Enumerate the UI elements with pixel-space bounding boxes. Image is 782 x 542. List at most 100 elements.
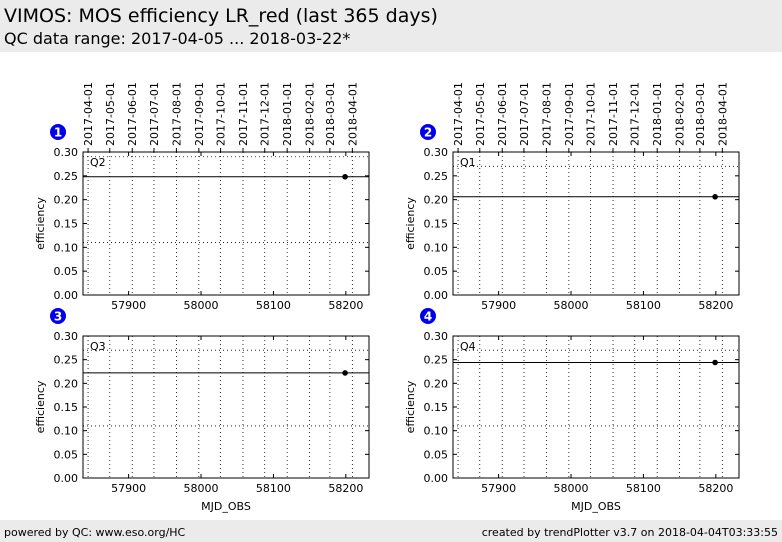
y-tick-label: 0.25 xyxy=(54,354,79,367)
y-tick-label: 0.15 xyxy=(424,401,449,414)
x-tick-label: 58100 xyxy=(626,299,661,312)
y-tick-label: 0.20 xyxy=(424,377,449,390)
y-tick-label: 0.15 xyxy=(54,218,79,231)
header-band: VIMOS: MOS efficiency LR_red (last 365 d… xyxy=(0,0,782,52)
chart-panel-4: 0.00 0.05 0.10 0.15 0.20 0.25 0.30 57900 58000 58… xyxy=(404,308,740,513)
x-tick-label: 58200 xyxy=(328,299,363,312)
x-tick-label: 58000 xyxy=(184,482,219,495)
y-axis-label: efficiency xyxy=(34,197,47,250)
x-tick-label: 57900 xyxy=(111,482,146,495)
y-tick-label: 0.25 xyxy=(424,354,449,367)
page-title: VIMOS: MOS efficiency LR_red (last 365 d… xyxy=(4,5,438,27)
y-axis-label: efficiency xyxy=(404,380,417,433)
y-axis-label: efficiency xyxy=(404,197,417,250)
panel-number-badge xyxy=(50,124,66,140)
y-tick-label: 0.15 xyxy=(54,401,79,414)
date-tick-label: 2018-01-01 xyxy=(281,82,294,146)
y-tick-label: 0.20 xyxy=(424,194,449,207)
date-tick-label: 2017-12-01 xyxy=(629,82,642,146)
date-tick-label: 2017-09-01 xyxy=(563,82,576,146)
panel-number: 1 xyxy=(54,126,62,140)
panel-label: Q1 xyxy=(460,156,476,169)
x-tick-label: 57900 xyxy=(111,299,146,312)
date-tick-label: 2017-10-01 xyxy=(215,82,228,146)
y-tick-label: 0.05 xyxy=(424,448,449,461)
y-tick-label: 0.05 xyxy=(54,265,79,278)
date-tick-label: 2017-04-01 xyxy=(452,82,465,146)
y-tick-label: 0.10 xyxy=(424,241,449,254)
date-tick-label: 2018-03-01 xyxy=(694,82,707,146)
x-tick-label: 57900 xyxy=(481,482,516,495)
y-axis-label: efficiency xyxy=(34,380,47,433)
date-tick-label: 2017-05-01 xyxy=(474,82,487,146)
date-tick-label: 2017-10-01 xyxy=(585,82,598,146)
x-tick-label: 58200 xyxy=(698,482,733,495)
y-tick-label: 0.05 xyxy=(54,448,79,461)
date-tick-label: 2017-08-01 xyxy=(170,82,183,146)
panel-label: Q4 xyxy=(460,340,476,353)
panel-number: 4 xyxy=(424,310,432,324)
x-tick-label: 58100 xyxy=(626,482,661,495)
x-tick-label: 57900 xyxy=(481,299,516,312)
y-tick-label: 0.00 xyxy=(54,289,79,302)
footer-created-by: created by trendPlotter v3.7 on 2018-04-… xyxy=(481,526,778,539)
footer-band: powered by QC: www.eso.org/HC created by… xyxy=(0,520,782,542)
panel-number: 3 xyxy=(54,310,62,324)
y-tick-label: 0.15 xyxy=(424,218,449,231)
y-tick-label: 0.30 xyxy=(54,330,79,343)
date-tick-label: 2017-08-01 xyxy=(540,82,553,146)
y-tick-label: 0.30 xyxy=(424,330,449,343)
data-point xyxy=(342,370,348,376)
y-tick-label: 0.10 xyxy=(424,425,449,438)
y-tick-label: 0.00 xyxy=(424,289,449,302)
x-tick-label: 58000 xyxy=(554,482,589,495)
date-tick-label: 2017-11-01 xyxy=(607,82,620,146)
panel-number: 2 xyxy=(424,126,432,140)
y-tick-label: 0.20 xyxy=(54,194,79,207)
page-subtitle: QC data range: 2017-04-05 ... 2018-03-22… xyxy=(4,29,351,48)
y-tick-label: 0.10 xyxy=(54,241,79,254)
y-tick-label: 0.00 xyxy=(424,472,449,485)
panel-number-badge xyxy=(420,124,436,140)
chart-panel-1: 0.00 0.05 0.10 0.15 0.20 0.25 0.30 57900 58000 58… xyxy=(34,82,370,312)
date-tick-label: 2017-05-01 xyxy=(104,82,117,146)
date-tick-label: 2017-07-01 xyxy=(518,82,531,146)
x-tick-label: 58000 xyxy=(554,299,589,312)
chart-panel-2: 0.00 0.05 0.10 0.15 0.20 0.25 0.30 57900 58000 58… xyxy=(404,82,740,312)
date-tick-label: 2018-02-01 xyxy=(304,82,317,146)
data-point xyxy=(712,359,718,366)
data-point xyxy=(342,173,348,180)
date-tick-label: 2017-06-01 xyxy=(496,82,509,146)
y-tick-label: 0.25 xyxy=(54,170,79,183)
x-tick-label: 58100 xyxy=(256,482,291,495)
data-point xyxy=(712,194,718,200)
x-tick-label: 58200 xyxy=(698,299,733,312)
x-tick-label: 58200 xyxy=(328,482,363,495)
date-tick-label: 2018-02-01 xyxy=(674,82,687,146)
panel-label: Q3 xyxy=(90,340,106,353)
chart-panel-3: 0.00 0.05 0.10 0.15 0.20 0.25 0.30 57900 58000 58… xyxy=(34,308,370,513)
plot-frame xyxy=(452,335,740,479)
panel-number-badge xyxy=(420,308,436,324)
y-tick-label: 0.30 xyxy=(54,146,79,159)
footer-powered-by: powered by QC: www.eso.org/HC xyxy=(4,526,186,539)
date-tick-label: 2017-07-01 xyxy=(148,82,161,146)
date-tick-label: 2018-03-01 xyxy=(324,82,337,146)
date-tick-label: 2018-04-01 xyxy=(716,82,729,146)
date-tick-label: 2017-06-01 xyxy=(126,82,139,146)
x-axis-label: MJD_OBS xyxy=(571,500,621,513)
panel-number-badge xyxy=(50,308,66,324)
y-tick-label: 0.30 xyxy=(424,146,449,159)
date-tick-label: 2018-01-01 xyxy=(651,82,664,146)
y-tick-label: 0.25 xyxy=(424,170,449,183)
y-tick-label: 0.10 xyxy=(54,425,79,438)
plot-frame xyxy=(82,151,370,296)
date-tick-label: 2018-04-01 xyxy=(346,82,359,146)
y-tick-label: 0.00 xyxy=(54,472,79,485)
y-tick-label: 0.05 xyxy=(424,265,449,278)
date-tick-label: 2017-11-01 xyxy=(237,82,250,146)
x-tick-label: 58100 xyxy=(256,299,291,312)
x-axis-label: MJD_OBS xyxy=(201,500,251,513)
plot-frame xyxy=(452,151,740,296)
